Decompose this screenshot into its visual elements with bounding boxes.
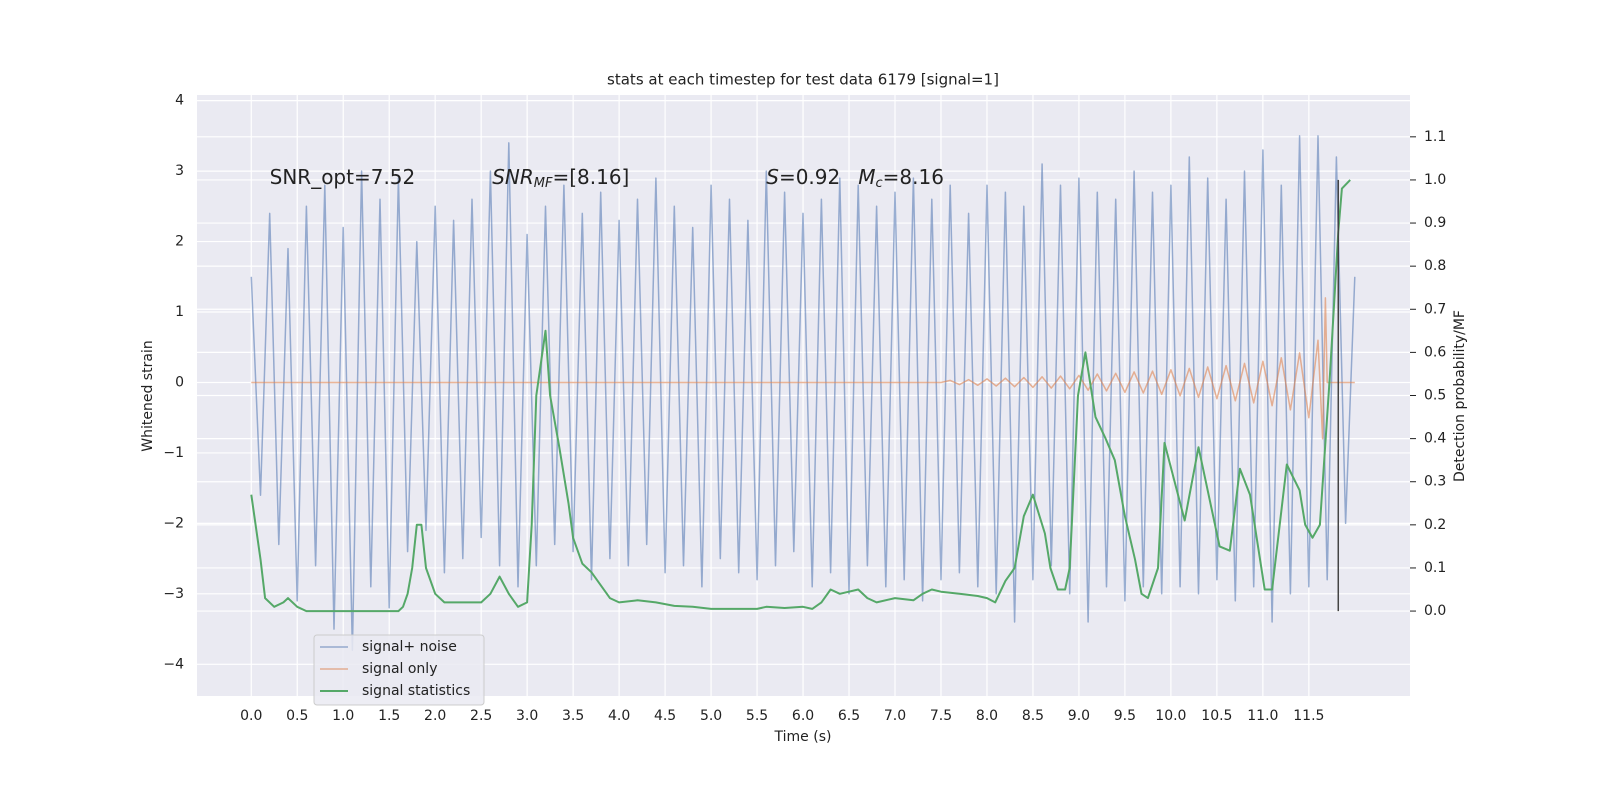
x-tick-label: 11.5 — [1293, 708, 1324, 724]
x-tick-label: 2.5 — [470, 708, 492, 724]
y2-tick-label: 0.2 — [1424, 517, 1446, 533]
x-tick-label: 5.0 — [700, 708, 722, 724]
y2-tick-label: 0.1 — [1424, 560, 1446, 576]
y-tick-label: 1 — [175, 304, 184, 320]
chart-title: stats at each timestep for test data 617… — [607, 71, 999, 89]
x-tick-label: 4.0 — [608, 708, 630, 724]
y-axis-label: Whitened strain — [140, 340, 156, 451]
annotation: SNR_opt=7.52 — [270, 165, 416, 189]
x-axis-label: Time (s) — [774, 729, 832, 745]
y-tick-label: −3 — [163, 586, 184, 602]
annotation-subscript: c — [875, 176, 882, 191]
legend-label: signal only — [362, 661, 437, 677]
y2-tick-label: 0.5 — [1424, 388, 1446, 404]
x-tick-label: 4.5 — [654, 708, 676, 724]
x-tick-label: 0.5 — [286, 708, 308, 724]
x-tick-label: 11.0 — [1247, 708, 1278, 724]
x-tick-label: 7.5 — [930, 708, 952, 724]
legend-box — [313, 634, 485, 706]
y-tick-label: −4 — [163, 656, 184, 672]
y2-tick-label: 0.9 — [1424, 215, 1446, 231]
annotation: Mc=8.16 — [858, 165, 944, 191]
annotation-subscript: MF — [534, 176, 553, 191]
y2-tick-label: 0.4 — [1424, 431, 1446, 447]
annotation-text: =8.16 — [883, 165, 944, 189]
legend-label: signal statistics — [362, 683, 470, 699]
x-tick-label: 7.0 — [884, 708, 906, 724]
x-tick-label: 6.0 — [792, 708, 814, 724]
x-tick-label: 3.0 — [516, 708, 538, 724]
series-line — [251, 297, 1355, 440]
x-tick-label: 1.0 — [332, 708, 354, 724]
y2-tick-label: 0.8 — [1424, 258, 1446, 274]
y-tick-label: 2 — [175, 234, 184, 250]
annotation-text: =[8.16] — [552, 165, 629, 189]
y2-axis-label: Detection probability/MF — [1452, 310, 1468, 482]
y2-tick-label: 0.6 — [1424, 344, 1446, 360]
annotation-text: S — [766, 165, 779, 189]
y2-tick-label: 1.0 — [1424, 172, 1446, 188]
x-tick-label: 0.0 — [240, 708, 262, 724]
x-tick-label: 5.5 — [746, 708, 768, 724]
annotation-text: =0.92 — [779, 165, 840, 189]
x-tick-label: 9.0 — [1068, 708, 1090, 724]
annotation: S=0.92 — [766, 165, 840, 189]
annotation-text: M — [858, 165, 875, 189]
y-tick-label: −2 — [163, 515, 184, 531]
legend-label: signal+ noise — [362, 639, 457, 655]
annotation-text: SNR — [492, 165, 534, 189]
x-tick-label: 8.5 — [1022, 708, 1044, 724]
y2-tick-label: 1.1 — [1424, 129, 1446, 145]
annotation: SNRMF=[8.16] — [492, 165, 629, 191]
x-tick-label: 9.5 — [1114, 708, 1136, 724]
y2-tick-label: 0.0 — [1424, 603, 1446, 619]
y2-tick-label: 0.3 — [1424, 474, 1446, 490]
x-tick-label: 8.0 — [976, 708, 998, 724]
y-tick-label: 4 — [175, 93, 184, 109]
series-line — [250, 135, 1356, 651]
x-tick-label: 3.5 — [562, 708, 584, 724]
annotation-text: SNR_opt=7.52 — [270, 165, 416, 189]
y-tick-label: 0 — [175, 374, 184, 390]
y-tick-label: 3 — [175, 163, 184, 179]
x-tick-label: 6.5 — [838, 708, 860, 724]
series-line — [250, 179, 1351, 613]
x-tick-label: 10.0 — [1155, 708, 1186, 724]
x-tick-label: 10.5 — [1201, 708, 1232, 724]
y2-tick-label: 0.7 — [1424, 301, 1446, 317]
x-tick-label: 2.0 — [424, 708, 446, 724]
y-tick-label: −1 — [163, 445, 184, 461]
x-tick-label: 1.5 — [378, 708, 400, 724]
